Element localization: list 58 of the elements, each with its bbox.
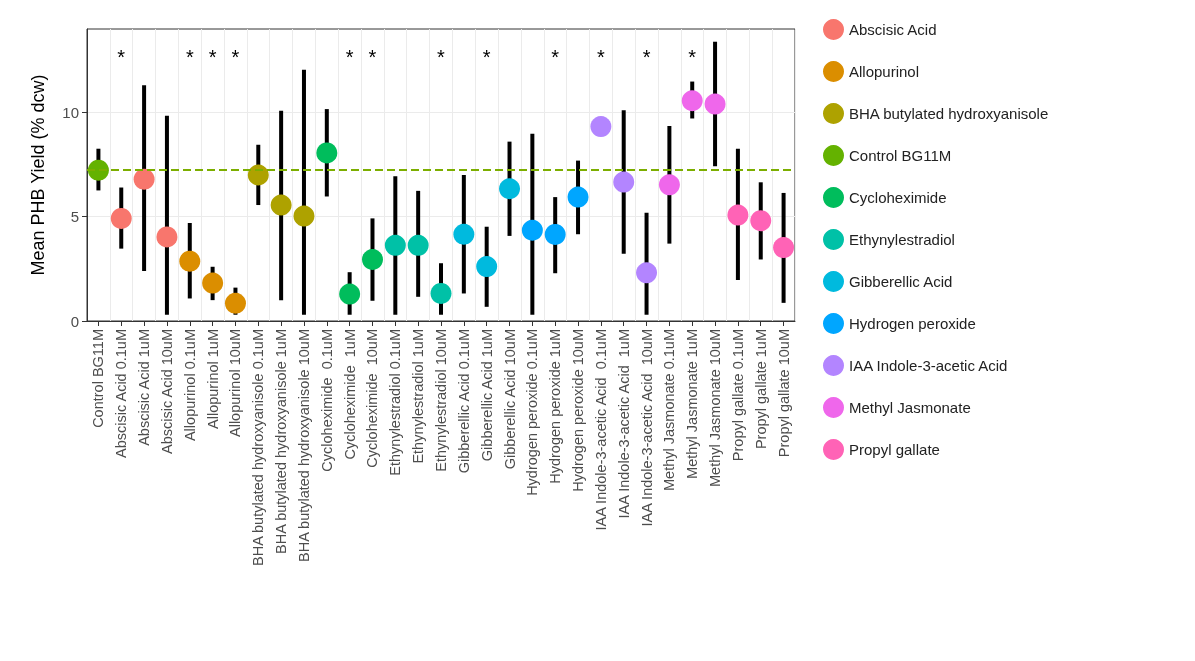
legend-label: Gibberellic Acid (849, 273, 953, 290)
legend-label: Cycloheximide (849, 189, 947, 206)
x-tick-label: Hydrogen peroxide 10uM (570, 329, 587, 492)
legend-label: IAA Indole-3-acetic Acid (849, 357, 1008, 374)
annotation: * (437, 45, 446, 68)
x-tick-label: Methyl Jasmonate 0.1uM (661, 329, 678, 491)
annotation: * (117, 45, 126, 68)
x-tick-label: BHA butylated hydroxyanisole 10uM (295, 329, 312, 562)
y-tick-label: 5 (70, 208, 79, 226)
x-tick-label: Ethynylestradiol 1uM (410, 329, 427, 464)
x-tick-label: Cycloheximide 10uM (364, 329, 381, 468)
legend-label: BHA butylated hydroxyanisole (849, 105, 1049, 122)
x-tick-label: Abscisic Acid 0.1uM (113, 329, 130, 458)
annotation: * (231, 45, 240, 68)
y-axis-title: Mean PHB Yield (% dcw) (28, 74, 48, 276)
annotation: * (185, 45, 194, 68)
annotation: * (642, 45, 651, 68)
legend-label: Hydrogen peroxide (849, 315, 976, 332)
x-tick-label: Ethynylestradiol 10uM (433, 329, 449, 472)
x-tick-label: Allopurinol 1uM (204, 329, 221, 429)
x-tick-label: Control BG11M (90, 329, 107, 428)
x-tick-label: Gibberellic Acid 1uM (478, 329, 495, 462)
legend-label: Allopurinol (849, 63, 920, 80)
x-tick-label: Ethynylestradiol 0.1uM (387, 329, 404, 476)
x-tick-label: Hydrogen peroxide 1uM (547, 329, 564, 484)
annotation: * (345, 45, 354, 68)
x-tick-label: Methyl Jasmonate 10uM (707, 329, 724, 487)
x-tick-label: Allopurinol 10uM (227, 329, 244, 438)
legend-label: Control BG11M (849, 147, 952, 164)
annotation: * (551, 45, 560, 68)
x-tick-label: Cycloheximide 0.1uM (318, 329, 335, 472)
x-tick-label: Propyl gallate 1uM (752, 329, 769, 450)
annotation: * (368, 45, 377, 68)
legend-label: Propyl gallate (849, 441, 940, 458)
annotation: * (688, 45, 697, 68)
x-tick-label: BHA butylated hydroxyanisole 0.1uM (250, 329, 267, 566)
annotation: * (208, 45, 217, 68)
x-tick-label: Abscisic Acid 1uM (136, 329, 153, 446)
legend-label: Methyl Jasmonate (849, 399, 971, 416)
legend-label: Ethynylestradiol (849, 231, 955, 248)
x-tick-label: Cycloheximide 1uM (341, 329, 358, 460)
x-tick-label: IAA Indole-3-acetic Acid 1uM (615, 329, 632, 519)
x-tick-label: Propyl gallate 10uM (775, 329, 792, 458)
y-tick-label: 10 (62, 103, 79, 121)
y-tick-label: 0 (70, 312, 79, 330)
x-tick-label: IAA Indole-3-acetic Acid 0.1uM (592, 329, 609, 531)
x-tick-label: Abscisic Acid 10uM (158, 329, 175, 454)
x-tick-label: IAA Indole-3-acetic Acid 10uM (638, 329, 655, 527)
legend-label: Abscisic Acid (849, 21, 937, 38)
x-tick-label: Methyl Jasmonate 1uM (684, 329, 701, 479)
annotation: * (596, 45, 605, 68)
x-tick-label: Allopurinol 0.1uM (181, 329, 198, 442)
x-tick-label: Hydrogen peroxide 0.1uM (524, 329, 541, 496)
annotation: * (482, 45, 491, 68)
x-tick-label: Gibberellic Acid 0.1uM (455, 329, 472, 474)
x-tick-label: Gibberellic Acid 10uM (501, 329, 518, 470)
x-tick-label: Propyl gallate 0.1uM (729, 329, 746, 462)
x-tick-label: BHA butylated hydroxyanisole 1uM (273, 329, 290, 554)
